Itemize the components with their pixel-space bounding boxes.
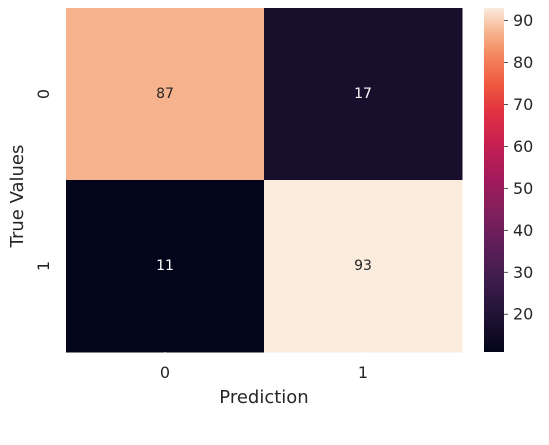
colorbar-tick-label: 90	[513, 11, 533, 30]
colorbar-tick-label: 50	[513, 179, 533, 198]
colorbar: 20 30 40 50 60 70 80 90	[484, 8, 533, 352]
colorbar-tick-label: 20	[513, 305, 533, 324]
y-axis: 01 True Values	[7, 89, 53, 271]
cell-annotation-0-0: 87	[156, 86, 174, 102]
heatmap-cell-0-1	[264, 8, 463, 181]
heatmap-cell-1-1	[264, 180, 463, 353]
y-axis-label: True Values	[7, 145, 28, 249]
y-tick-label: 0	[34, 89, 53, 99]
heatmap-cell-0-0	[66, 8, 265, 181]
colorbar-tick-label: 40	[513, 221, 533, 240]
heatmap-annotations: 87 17 11 93	[156, 86, 372, 274]
heatmap-cells	[66, 8, 463, 353]
x-tick-label: 1	[358, 363, 368, 382]
cell-annotation-1-1: 93	[354, 258, 372, 274]
heatmap-cell-1-0	[66, 180, 265, 353]
colorbar-tick-label: 30	[513, 263, 533, 282]
colorbar-tick-label: 80	[513, 53, 533, 72]
y-tick-label: 1	[34, 261, 53, 271]
cell-annotation-0-1: 17	[354, 86, 372, 102]
colorbar-tick-label: 70	[513, 95, 533, 114]
colorbar-tick-label: 60	[513, 137, 533, 156]
x-tick-label: 0	[160, 363, 170, 382]
y-tick-labels: 01	[34, 89, 53, 271]
colorbar-tick-labels: 20 30 40 50 60 70 80 90	[504, 11, 533, 324]
colorbar-gradient	[484, 8, 504, 352]
cell-annotation-1-0: 11	[156, 258, 174, 274]
x-axis-label: Prediction	[219, 387, 308, 408]
